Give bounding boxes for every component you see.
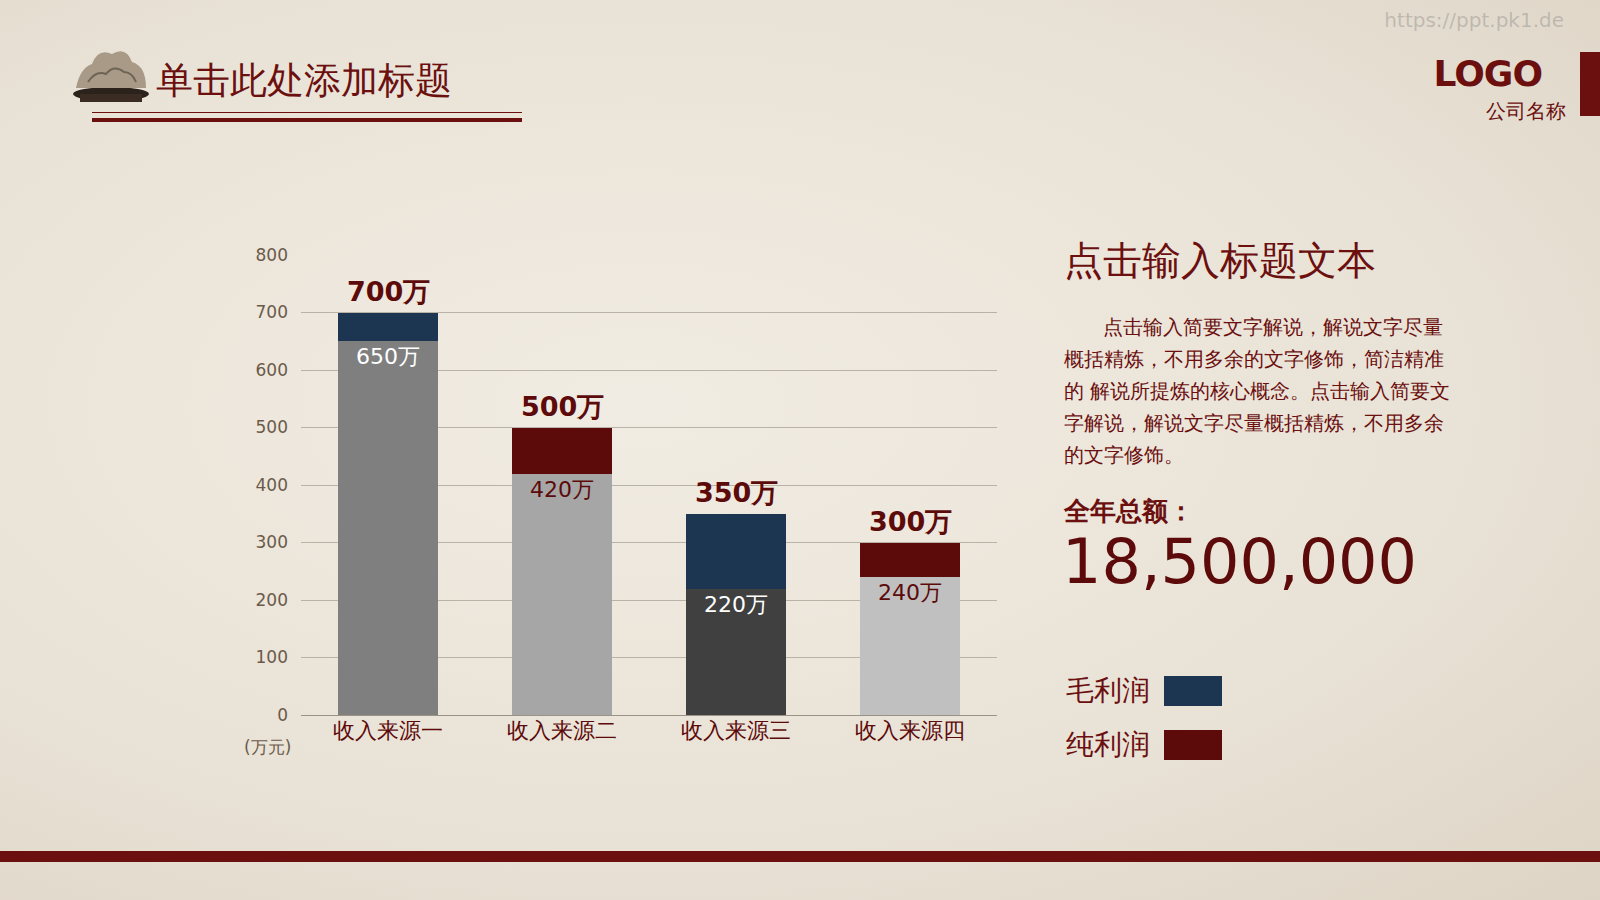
svg-text:收入来源二: 收入来源二: [507, 718, 617, 743]
svg-text:700万: 700万: [347, 276, 430, 307]
html-text:https://ppt.pk1.de: https://ppt.pk1.de: [1384, 8, 1564, 32]
svg-text:(万元): (万元): [244, 737, 291, 757]
svg-text:300万: 300万: [869, 506, 952, 537]
svg-text:600: 600: [256, 360, 288, 380]
svg-text:500: 500: [256, 417, 288, 437]
svg-text:400: 400: [256, 475, 288, 495]
html-text:点击输入简要文字解说，解说文字尽量概括精炼，不用多余的文字修: 点击输入简要文字解说，解说文字尽量概括精炼，不用多余的文字修饰，简洁精准的 解说…: [1064, 316, 1451, 467]
svg-text:500万: 500万: [521, 391, 604, 422]
svg-text:收入来源一: 收入来源一: [333, 718, 443, 743]
svg-text:700: 700: [256, 302, 288, 322]
svg-text:240万: 240万: [878, 580, 942, 605]
html-text:纯利润: 纯利润: [1066, 728, 1150, 761]
svg-text:收入来源四: 收入来源四: [855, 718, 965, 743]
html-text:单击此处添加标题: 单击此处添加标题: [156, 59, 452, 102]
svg-text:800: 800: [256, 245, 288, 265]
html-text:毛利润: 毛利润: [1066, 674, 1150, 707]
svg-text:220万: 220万: [704, 592, 768, 617]
html-text:LOGO: LOGO: [1433, 53, 1542, 94]
svg-text:300: 300: [256, 532, 288, 552]
svg-text:100: 100: [256, 647, 288, 667]
svg-text:200: 200: [256, 590, 288, 610]
svg-text:650万: 650万: [356, 344, 420, 369]
svg-text:收入来源三: 收入来源三: [681, 718, 791, 743]
html-text:公司名称: 公司名称: [1486, 99, 1566, 123]
svg-text:350万: 350万: [695, 477, 778, 508]
html-text:全年总额：: 全年总额：: [1064, 496, 1194, 526]
svg-text:0: 0: [277, 705, 288, 725]
html-text:18,500,000: 18,500,000: [1062, 525, 1417, 598]
svg-text:420万: 420万: [530, 477, 594, 502]
html-text:点击输入标题文本: 点击输入标题文本: [1064, 238, 1376, 283]
